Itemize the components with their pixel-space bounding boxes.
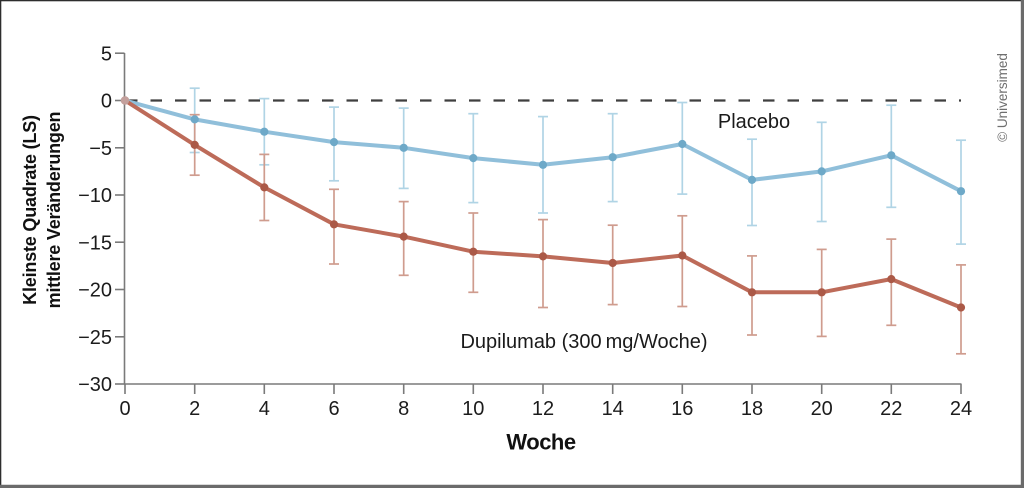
svg-text:−10: −10	[78, 185, 112, 207]
svg-text:Placebo: Placebo	[718, 111, 790, 133]
svg-text:−20: −20	[78, 280, 112, 302]
svg-text:−30: −30	[78, 374, 112, 396]
svg-text:Kleinste Quadrate (LS): Kleinste Quadrate (LS)	[20, 115, 40, 305]
svg-text:4: 4	[259, 398, 270, 420]
svg-text:10: 10	[462, 398, 484, 420]
svg-text:8: 8	[398, 398, 409, 420]
svg-text:24: 24	[950, 398, 972, 420]
svg-text:12: 12	[532, 398, 554, 420]
svg-text:Dupilumab (300 mg/Woche): Dupilumab (300 mg/Woche)	[460, 331, 707, 353]
svg-text:16: 16	[671, 398, 693, 420]
svg-text:−5: −5	[89, 138, 112, 160]
svg-text:22: 22	[880, 398, 902, 420]
svg-text:20: 20	[811, 398, 833, 420]
svg-text:−15: −15	[78, 232, 112, 254]
svg-text:−25: −25	[78, 327, 112, 349]
svg-text:2: 2	[189, 398, 200, 420]
svg-text:5: 5	[101, 43, 112, 65]
svg-text:mittlere Veränderungen: mittlere Veränderungen	[44, 112, 64, 309]
svg-text:14: 14	[602, 398, 624, 420]
svg-text:0: 0	[119, 398, 130, 420]
svg-text:0: 0	[101, 91, 112, 113]
svg-text:18: 18	[741, 398, 763, 420]
svg-text:Woche: Woche	[506, 430, 575, 455]
svg-text:© Universimed: © Universimed	[995, 53, 1010, 142]
svg-text:6: 6	[328, 398, 339, 420]
